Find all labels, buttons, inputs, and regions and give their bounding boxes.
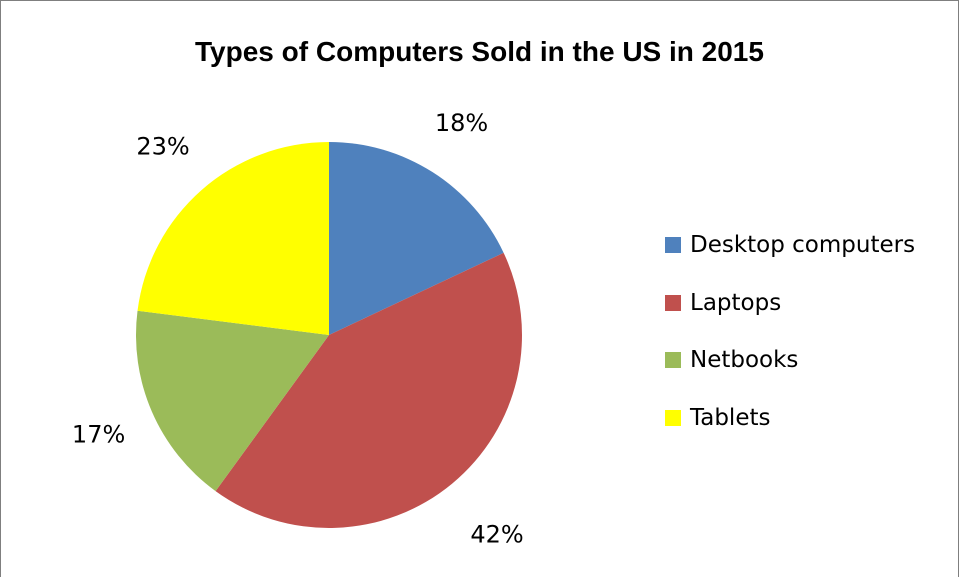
pie-slice-desktop-computers	[329, 142, 504, 335]
legend-label-desktop-computers: Desktop computers	[690, 232, 916, 258]
legend: Desktop computers Laptops Netbooks Tablets	[665, 230, 915, 460]
legend-item-netbooks: Netbooks	[665, 345, 915, 375]
legend-swatch-laptops	[665, 294, 681, 311]
legend-swatch-tablets	[665, 409, 681, 426]
legend-label-laptops: Laptops	[690, 289, 782, 316]
legend-item-tablets: Tablets	[665, 403, 915, 433]
pie-slice-netbooks	[135, 310, 329, 492]
legend-swatch-netbooks	[665, 352, 681, 368]
chart-title: Types of Computers Sold in the US in 201…	[195, 36, 764, 67]
legend-item-laptops: Laptops	[665, 288, 915, 318]
legend-label-netbooks: Netbooks	[690, 347, 799, 373]
data-label-tablets: 23%	[136, 133, 189, 161]
data-label-desktop-computers: 18%	[435, 109, 488, 137]
legend-item-desktop-computers: Desktop computers	[665, 230, 915, 260]
data-label-laptops: 42%	[470, 520, 523, 548]
legend-swatch-desktop-computers	[665, 237, 681, 253]
pie-slice-laptops	[215, 252, 522, 528]
pie-slice-tablets	[137, 142, 329, 335]
legend-label-tablets: Tablets	[690, 404, 771, 431]
data-label-netbooks: 17%	[72, 421, 125, 449]
